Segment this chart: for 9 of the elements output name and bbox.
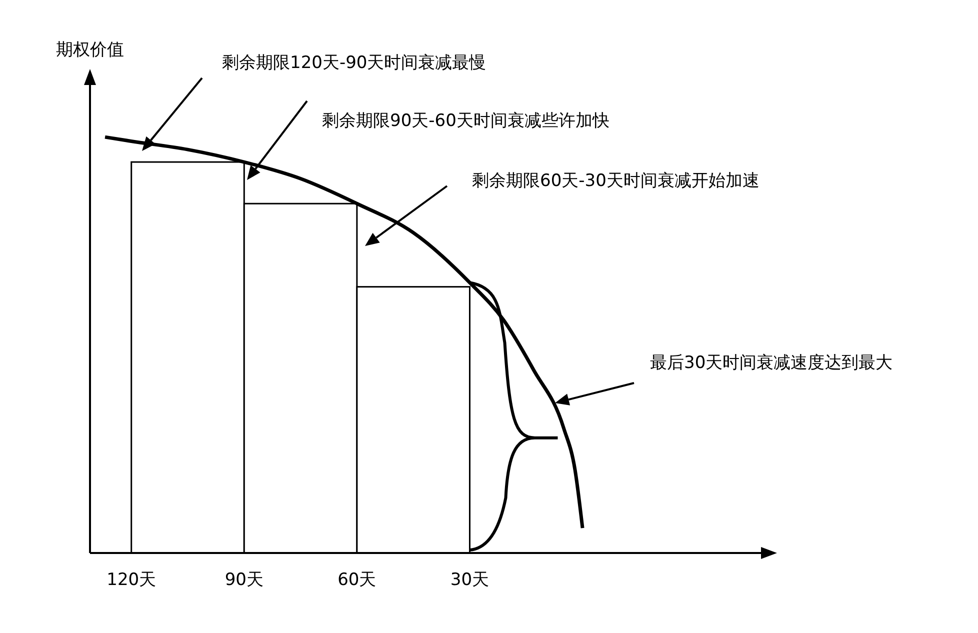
y-axis-title: 期权价值	[56, 40, 124, 60]
annotation: 最后30天时间衰减速度达到最大	[650, 353, 893, 373]
annotation: 剩余期限60天-30天时间衰减开始加速	[472, 171, 760, 191]
x-tick-label: 120天	[106, 570, 156, 590]
text: 剩余期限90天-60天时间衰减些许加快	[322, 111, 610, 131]
text: 剩余期限120天-90天时间衰减最慢	[222, 53, 486, 73]
x-tick-label: 30天	[450, 570, 490, 590]
x-tick-label: 60天	[338, 570, 376, 590]
x-tick-label: 90天	[224, 570, 264, 590]
